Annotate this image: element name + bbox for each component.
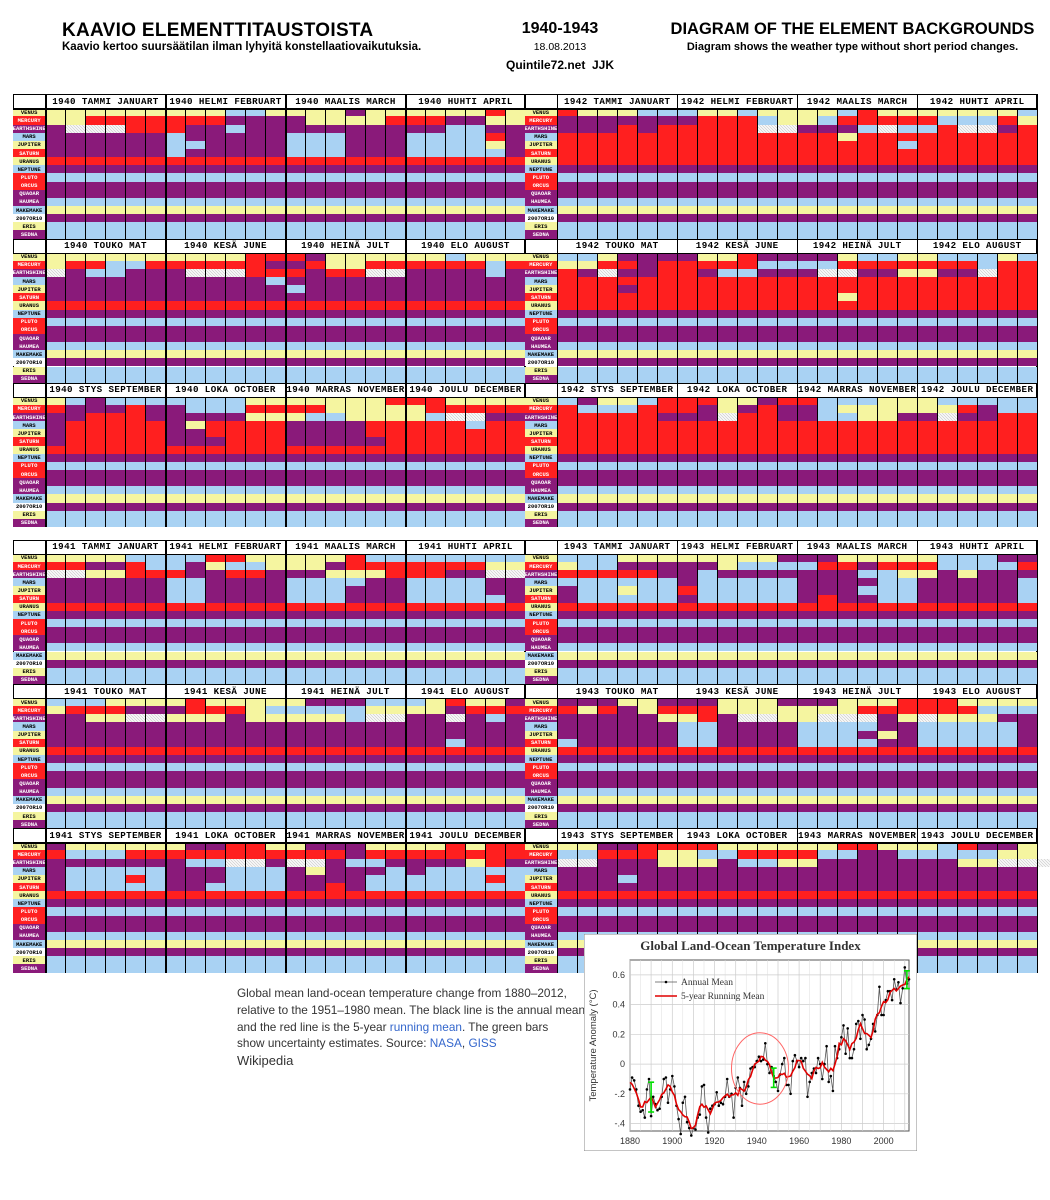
svg-text:0.6: 0.6	[612, 970, 625, 980]
svg-text:0: 0	[620, 1059, 625, 1069]
svg-text:Annual Mean: Annual Mean	[681, 978, 733, 988]
svg-text:1980: 1980	[831, 1136, 851, 1146]
svg-text:1940: 1940	[747, 1136, 767, 1146]
svg-text:1920: 1920	[704, 1136, 724, 1146]
svg-text:0.4: 0.4	[612, 1000, 625, 1010]
svg-text:1960: 1960	[789, 1136, 809, 1146]
svg-text:Temperature Anomaly (°C): Temperature Anomaly (°C)	[588, 989, 599, 1101]
svg-text:1900: 1900	[662, 1136, 682, 1146]
svg-text:-.2: -.2	[614, 1089, 625, 1099]
svg-text:-.4: -.4	[614, 1119, 625, 1129]
svg-text:0.2: 0.2	[612, 1029, 625, 1039]
svg-text:5-year Running Mean: 5-year Running Mean	[681, 992, 765, 1002]
svg-text:Global Land-Ocean Temperature: Global Land-Ocean Temperature Index	[640, 938, 861, 953]
svg-text:2000: 2000	[874, 1136, 894, 1146]
svg-text:1880: 1880	[620, 1136, 640, 1146]
